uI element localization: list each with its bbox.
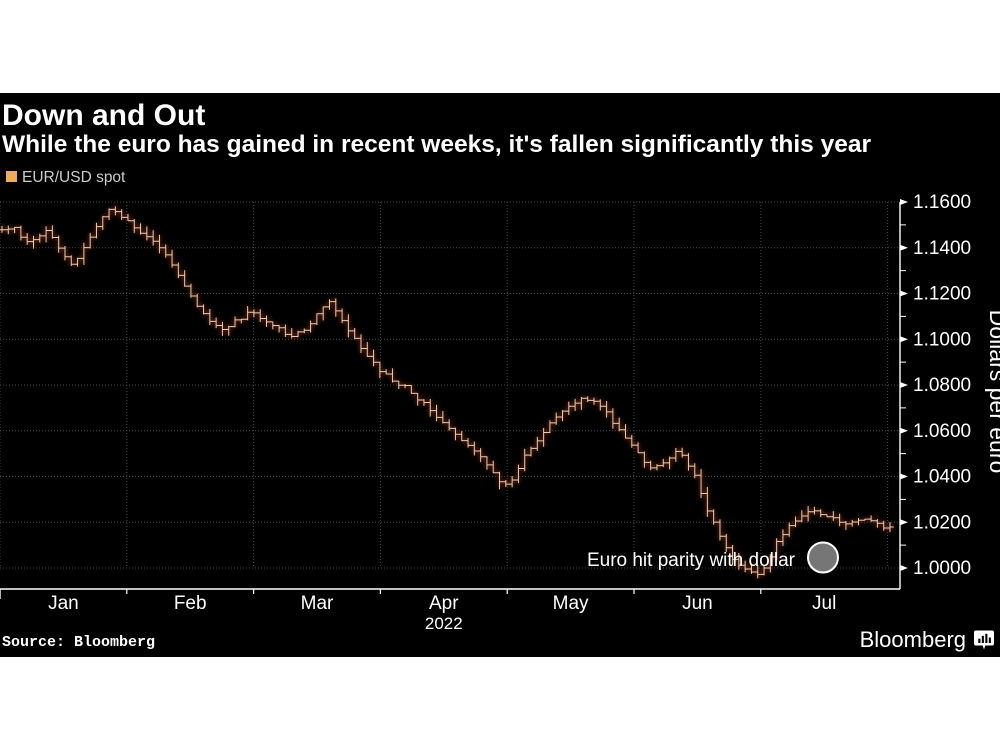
svg-text:Apr: Apr	[429, 593, 459, 614]
svg-text:2022: 2022	[425, 614, 463, 633]
svg-text:1.1200: 1.1200	[913, 284, 971, 305]
svg-text:1.0200: 1.0200	[913, 512, 971, 533]
svg-text:1.0600: 1.0600	[913, 421, 971, 442]
svg-text:1.1000: 1.1000	[913, 329, 971, 350]
svg-text:Feb: Feb	[174, 593, 207, 614]
svg-text:1.0000: 1.0000	[913, 558, 971, 579]
svg-text:Mar: Mar	[301, 593, 334, 614]
svg-text:Jun: Jun	[682, 593, 713, 614]
svg-text:Dollars per euro: Dollars per euro	[985, 310, 1000, 474]
svg-text:May: May	[553, 593, 589, 614]
svg-text:1.1600: 1.1600	[913, 192, 971, 213]
svg-text:Jan: Jan	[48, 593, 79, 614]
svg-text:1.1400: 1.1400	[913, 238, 971, 259]
svg-text:1.0400: 1.0400	[913, 467, 971, 488]
svg-text:1.0800: 1.0800	[913, 375, 971, 396]
svg-text:Euro hit parity with dollar: Euro hit parity with dollar	[587, 550, 796, 571]
svg-text:Jul: Jul	[812, 593, 836, 614]
